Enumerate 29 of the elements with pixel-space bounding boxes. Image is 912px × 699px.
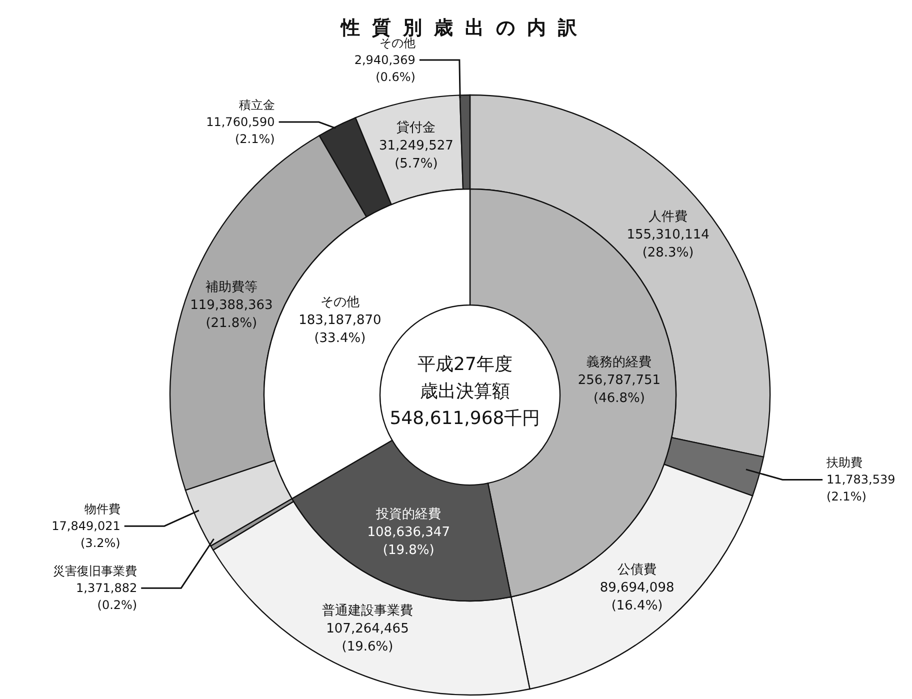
data-label: 108,636,347 (19.8%) [367, 524, 450, 558]
data-label: 155,310,114 (28.3%) [626, 227, 710, 260]
slice-label: 投資的経費 [375, 506, 442, 522]
data-label: 31,249,527 (5.7%) [378, 138, 454, 172]
slice-label: 物件費 [84, 502, 120, 516]
data-label: 256,787,751 (46.8%) [578, 372, 661, 406]
data-label: 11,783,539 (2.1%) [826, 472, 896, 504]
text: 平成27年度 [418, 354, 512, 375]
data-label: 107,264,465 (19.6%) [326, 621, 409, 654]
slice-label: 災害復旧事業費 [53, 564, 138, 578]
slice-label: 貸付金 [396, 120, 436, 136]
data-label: 2,940,369 (0.6%) [354, 53, 416, 84]
data-label: 89,694,098 (16.4%) [600, 580, 674, 614]
slice-label: 公債費 [618, 562, 657, 578]
slice-label: 扶助費 [826, 456, 863, 470]
text: 548,611,968千円 [390, 408, 540, 429]
data-label: 119,388,363 (21.8%) [190, 298, 273, 331]
slice-label: その他 [379, 36, 416, 50]
data-label: 17,849,021 (3.2%) [52, 519, 120, 550]
slice-label: 普通建設事業費 [322, 602, 414, 618]
slice-label: その他 [320, 295, 360, 310]
data-label: 1,371,882 (0.2%) [76, 581, 138, 612]
slice-label: 人件費 [648, 209, 688, 224]
data-label: 183,187,870 (33.4%) [298, 313, 382, 346]
slice-label: 補助費等 [205, 280, 258, 295]
slice-label: 義務的経費 [586, 354, 652, 370]
data-label: 11,760,590 (2.1%) [206, 115, 275, 146]
slice-label: 積立金 [238, 98, 275, 112]
text: 歳出決算額 [420, 381, 510, 402]
